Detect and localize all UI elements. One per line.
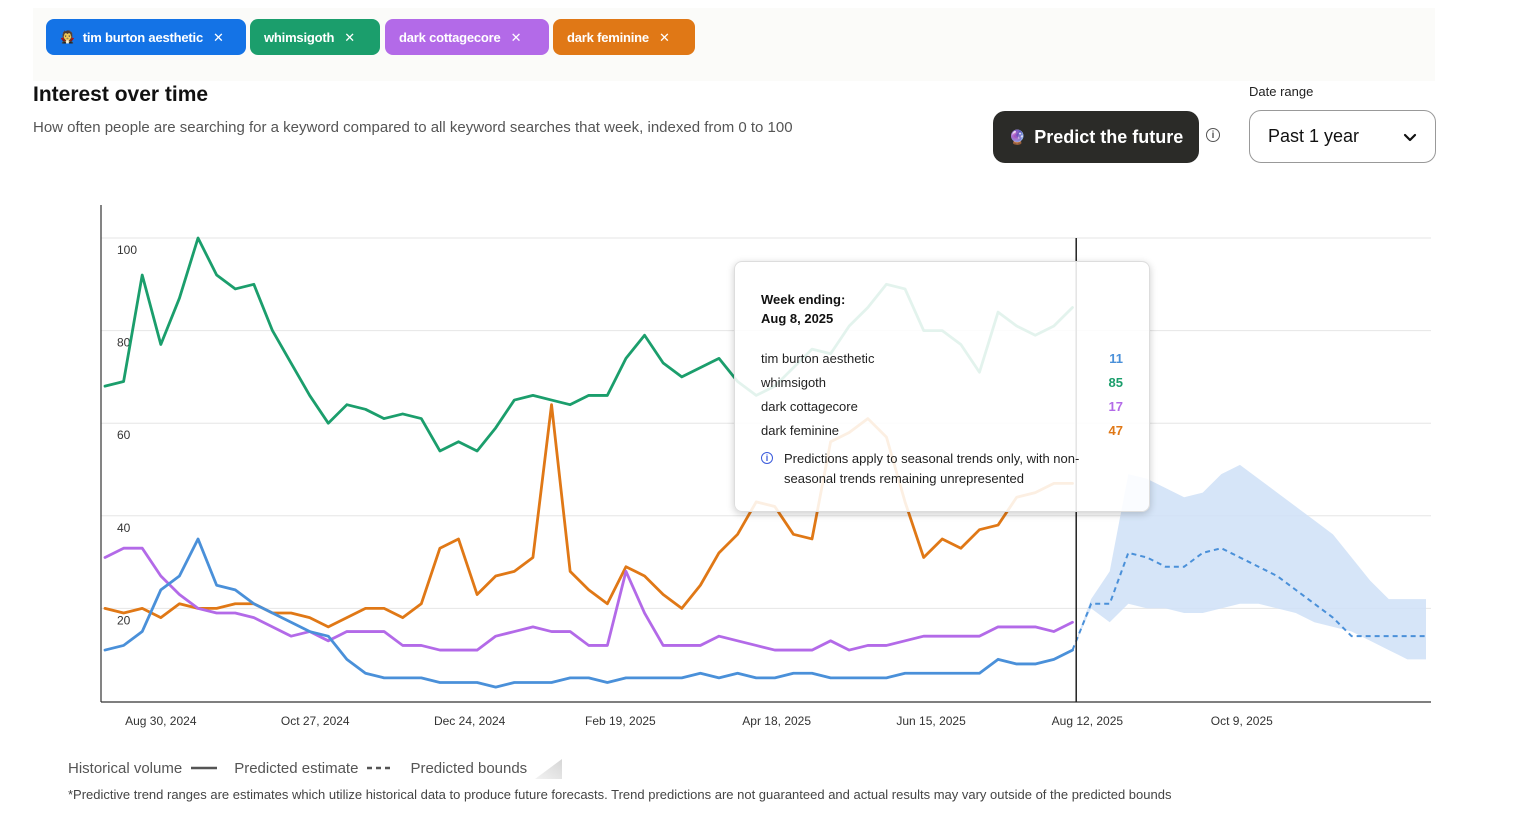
tooltip-week-label: Week ending:	[761, 292, 846, 307]
x-tick-label: Aug 30, 2024	[125, 714, 197, 728]
page-subtitle: How often people are searching for a key…	[33, 119, 793, 136]
crystal-ball-icon: 🔮	[1008, 128, 1027, 145]
legend-predicted-bounds-swatch	[535, 759, 563, 779]
predict-future-button[interactable]: 🔮 Predict the future	[993, 111, 1199, 163]
legend-predicted-estimate: Predicted estimate	[234, 760, 394, 777]
tooltip-row-name: whimsigoth	[761, 375, 827, 390]
tooltip-week-date: Aug 8, 2025	[761, 311, 834, 326]
hover-tooltip: Week ending: Aug 8, 2025 tim burton aest…	[734, 261, 1150, 512]
series-line	[103, 537, 1074, 689]
tooltip-row: dark feminine 47	[761, 419, 1123, 443]
legend-historical-label: Historical volume	[68, 759, 183, 777]
keyword-chip[interactable]: 🧛 tim burton aesthetic ✕	[46, 19, 246, 55]
tooltip-row: dark cottagecore 17	[761, 395, 1123, 419]
legend-predicted-bounds-label: Predicted bounds	[410, 759, 528, 777]
tooltip-row-value: 85	[1108, 375, 1123, 390]
y-tick-label: 60	[117, 428, 131, 442]
close-icon[interactable]: ✕	[658, 29, 670, 45]
keyword-chip[interactable]: dark feminine ✕	[553, 19, 695, 55]
y-tick-label: 80	[117, 336, 131, 350]
legend-predicted-estimate-swatch	[367, 766, 394, 770]
predicted-estimate-line	[1071, 547, 1426, 651]
legend-predicted-bounds: Predicted bounds	[410, 757, 563, 779]
keyword-chip-label: dark cottagecore	[399, 29, 501, 45]
chevron-down-icon	[1403, 129, 1417, 145]
x-tick-label: Apr 18, 2025	[742, 714, 811, 728]
date-range-select[interactable]: Past 1 year	[1249, 110, 1436, 163]
date-range-label: Date range	[1249, 84, 1314, 99]
y-tick-label: 40	[117, 521, 131, 535]
legend-predicted-estimate-label: Predicted estimate	[234, 759, 359, 777]
x-tick-label: Oct 27, 2024	[281, 714, 350, 728]
tooltip-row-name: tim burton aesthetic	[761, 351, 875, 366]
tooltip-row-value: 47	[1108, 423, 1123, 438]
close-icon[interactable]: ✕	[344, 29, 355, 45]
x-tick-label: Oct 9, 2025	[1211, 714, 1273, 728]
tooltip-row-value: 11	[1109, 351, 1123, 366]
keyword-chip-label: dark feminine	[567, 29, 649, 45]
tooltip-note-text: Predictions apply to seasonal trends onl…	[784, 451, 1080, 486]
legend-historical: Historical volume	[68, 760, 218, 777]
keyword-chip[interactable]: dark cottagecore ✕	[385, 19, 549, 55]
x-tick-label: Dec 24, 2024	[434, 714, 506, 728]
tooltip-heading: Week ending: Aug 8, 2025	[761, 290, 921, 328]
x-tick-label: Feb 19, 2025	[585, 714, 656, 728]
keyword-chip-label: tim burton aesthetic	[82, 29, 203, 45]
tooltip-rows: tim burton aesthetic 11 whimsigoth 85 dark c…	[761, 347, 1123, 443]
y-tick-label: 100	[117, 243, 137, 257]
tooltip-row: tim burton aesthetic 11	[761, 347, 1123, 371]
legend-historical-swatch	[191, 766, 218, 770]
page-title: Interest over time	[33, 83, 209, 106]
date-range-value: Past 1 year	[1268, 126, 1360, 146]
tim-burton-emoji-icon: 🧛	[60, 30, 75, 44]
keyword-chip-label: whimsigoth	[264, 29, 335, 45]
tooltip-row: whimsigoth 85	[761, 371, 1123, 395]
series-line	[103, 546, 1074, 652]
footnote: *Predictive trend ranges are estimates w…	[68, 787, 1172, 802]
close-icon[interactable]: ✕	[213, 29, 224, 45]
close-icon[interactable]: ✕	[510, 29, 522, 45]
keyword-chip[interactable]: whimsigoth ✕	[250, 19, 380, 55]
y-tick-label: 20	[117, 613, 131, 627]
tooltip-row-name: dark cottagecore	[761, 399, 858, 414]
x-tick-label: Aug 12, 2025	[1052, 714, 1124, 728]
tooltip-row-value: 17	[1108, 399, 1123, 414]
info-icon[interactable]: i	[1206, 128, 1220, 142]
x-tick-label: Jun 15, 2025	[896, 714, 966, 728]
predict-future-label: Predict the future	[1034, 126, 1184, 147]
info-icon: i	[761, 452, 773, 464]
chart-legend: Historical volume Predicted estimate Pre…	[68, 757, 579, 779]
tooltip-note: i Predictions apply to seasonal trends o…	[761, 449, 1123, 489]
tooltip-row-name: dark feminine	[761, 423, 840, 438]
